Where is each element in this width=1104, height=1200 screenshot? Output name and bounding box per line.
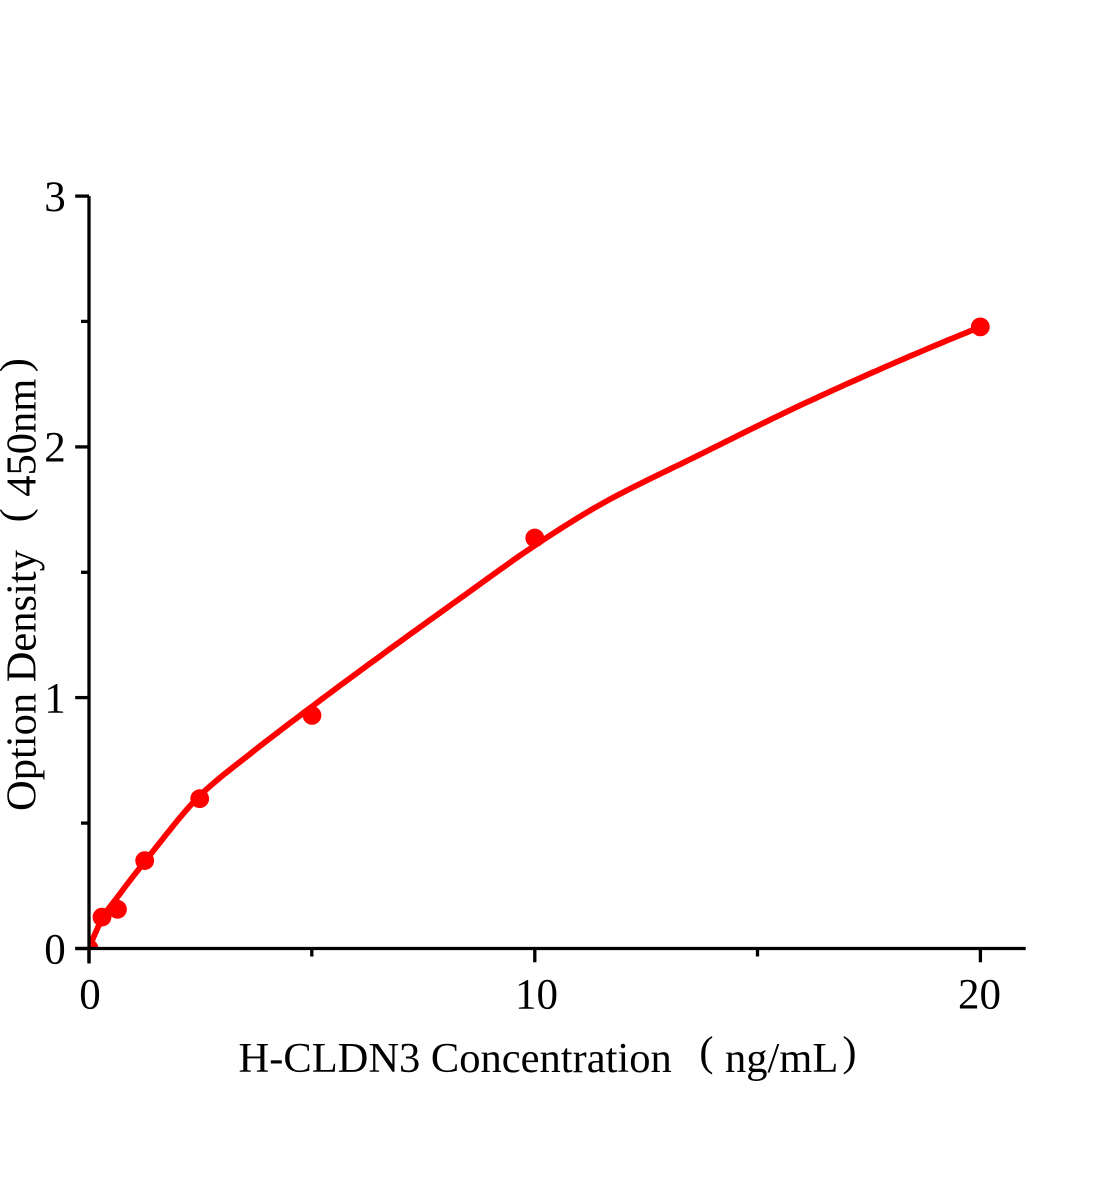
svg-text:H-CLDN3 Concentration (ng/mL): H-CLDN3 Concentration (ng/mL) — [239, 1029, 857, 1083]
svg-text:20: 20 — [958, 972, 1001, 1019]
svg-text:1: 1 — [44, 675, 66, 722]
svg-text:2: 2 — [44, 425, 66, 472]
svg-text:0: 0 — [44, 926, 66, 973]
svg-text:3: 3 — [44, 174, 66, 221]
svg-text:0: 0 — [79, 972, 101, 1019]
svg-text:Option Density (450nm): Option Density (450nm) — [0, 358, 46, 811]
svg-text:10: 10 — [515, 972, 558, 1019]
